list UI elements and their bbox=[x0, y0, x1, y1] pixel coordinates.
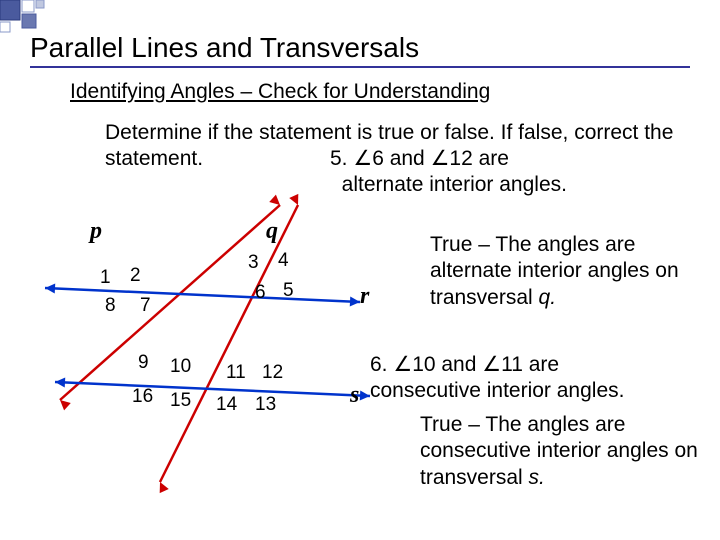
geometry-diagram: pqrs12873465910161511121413 bbox=[30, 210, 390, 500]
answer6-text: True – The angles are consecutive interi… bbox=[420, 413, 698, 489]
answer-5: True – The angles are alternate interior… bbox=[430, 232, 700, 311]
slide-corner-decoration bbox=[0, 0, 140, 30]
title-wrap: Parallel Lines and Transversals bbox=[30, 32, 690, 68]
angle-label: 2 bbox=[130, 265, 141, 287]
angle-icon: ∠ bbox=[431, 146, 450, 172]
angle-label: 1 bbox=[100, 267, 111, 289]
angle-label: 10 bbox=[170, 356, 191, 378]
angle-label: 8 bbox=[105, 295, 116, 317]
q6-a2: 11 are bbox=[501, 353, 559, 376]
angle-label: 16 bbox=[132, 386, 153, 408]
angle-icon: ∠ bbox=[482, 352, 501, 378]
question-6: 6. ∠10 and ∠11 are consecutive interior … bbox=[370, 352, 700, 405]
q6-a1: 10 and bbox=[412, 353, 476, 376]
line-label: q bbox=[266, 218, 278, 245]
answer-6: True – The angles are consecutive interi… bbox=[420, 412, 700, 491]
q5-rest: alternate interior angles. bbox=[342, 173, 567, 196]
angle-label: 3 bbox=[248, 252, 259, 274]
angle-label: 6 bbox=[255, 282, 266, 304]
page-title: Parallel Lines and Transversals bbox=[30, 32, 690, 68]
q5-a2: 12 are bbox=[449, 147, 509, 170]
angle-label: 5 bbox=[283, 280, 294, 302]
answer5-line: q. bbox=[539, 286, 557, 309]
angle-icon: ∠ bbox=[353, 146, 372, 172]
answer6-line: s. bbox=[529, 466, 545, 489]
line-label: r bbox=[360, 283, 369, 310]
angle-label: 15 bbox=[170, 390, 191, 412]
q5-a1: 6 and bbox=[372, 147, 425, 170]
line-label: s bbox=[350, 382, 359, 409]
angle-label: 14 bbox=[216, 394, 237, 416]
angle-label: 13 bbox=[255, 394, 276, 416]
q6-rest: consecutive interior angles. bbox=[370, 379, 624, 402]
angle-icon: ∠ bbox=[393, 352, 412, 378]
q5-num: 5. bbox=[330, 147, 348, 170]
subtitle: Identifying Angles – Check for Understan… bbox=[70, 80, 490, 104]
angle-label: 11 bbox=[226, 362, 246, 384]
question-5: 5. ∠6 and ∠12 are alternate interior ang… bbox=[330, 146, 567, 199]
angle-label: 4 bbox=[278, 250, 289, 272]
angle-label: 7 bbox=[140, 295, 151, 317]
line-label: p bbox=[90, 218, 102, 245]
angle-label: 9 bbox=[138, 352, 149, 374]
angle-label: 12 bbox=[262, 362, 283, 384]
